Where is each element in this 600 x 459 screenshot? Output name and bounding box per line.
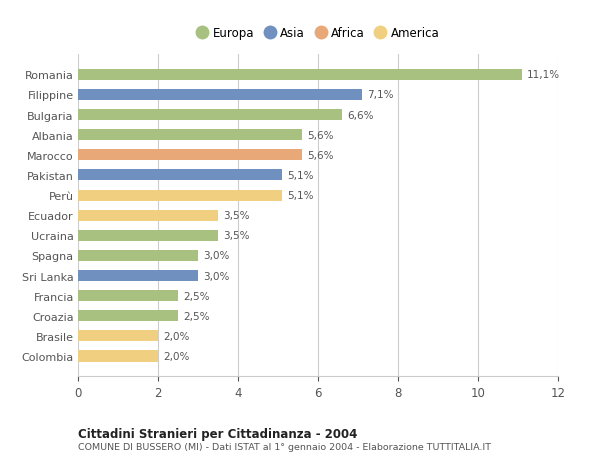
Bar — [78, 190, 282, 201]
Bar — [78, 150, 302, 161]
Text: 5,6%: 5,6% — [307, 130, 334, 140]
Bar — [78, 311, 178, 322]
Text: 2,5%: 2,5% — [183, 291, 209, 301]
Text: COMUNE DI BUSSERO (MI) - Dati ISTAT al 1° gennaio 2004 - Elaborazione TUTTITALIA: COMUNE DI BUSSERO (MI) - Dati ISTAT al 1… — [78, 442, 491, 451]
Bar — [78, 270, 198, 281]
Bar — [78, 130, 302, 141]
Text: 5,1%: 5,1% — [287, 190, 313, 201]
Text: 2,0%: 2,0% — [163, 331, 189, 341]
Text: 7,1%: 7,1% — [367, 90, 394, 100]
Bar — [78, 230, 218, 241]
Text: 11,1%: 11,1% — [527, 70, 560, 80]
Bar — [78, 170, 282, 181]
Text: 6,6%: 6,6% — [347, 110, 373, 120]
Text: 2,0%: 2,0% — [163, 351, 189, 361]
Bar — [78, 291, 178, 302]
Bar — [78, 210, 218, 221]
Text: 2,5%: 2,5% — [183, 311, 209, 321]
Text: 3,5%: 3,5% — [223, 231, 250, 241]
Text: 5,6%: 5,6% — [307, 151, 334, 161]
Bar — [78, 90, 362, 101]
Text: Cittadini Stranieri per Cittadinanza - 2004: Cittadini Stranieri per Cittadinanza - 2… — [78, 427, 358, 440]
Text: 5,1%: 5,1% — [287, 171, 313, 180]
Text: 3,0%: 3,0% — [203, 251, 229, 261]
Bar — [78, 351, 158, 362]
Text: 3,5%: 3,5% — [223, 211, 250, 221]
Legend: Europa, Asia, Africa, America: Europa, Asia, Africa, America — [191, 22, 445, 45]
Bar — [78, 330, 158, 341]
Bar — [78, 250, 198, 262]
Text: 3,0%: 3,0% — [203, 271, 229, 281]
Bar — [78, 110, 342, 121]
Bar — [78, 70, 522, 81]
